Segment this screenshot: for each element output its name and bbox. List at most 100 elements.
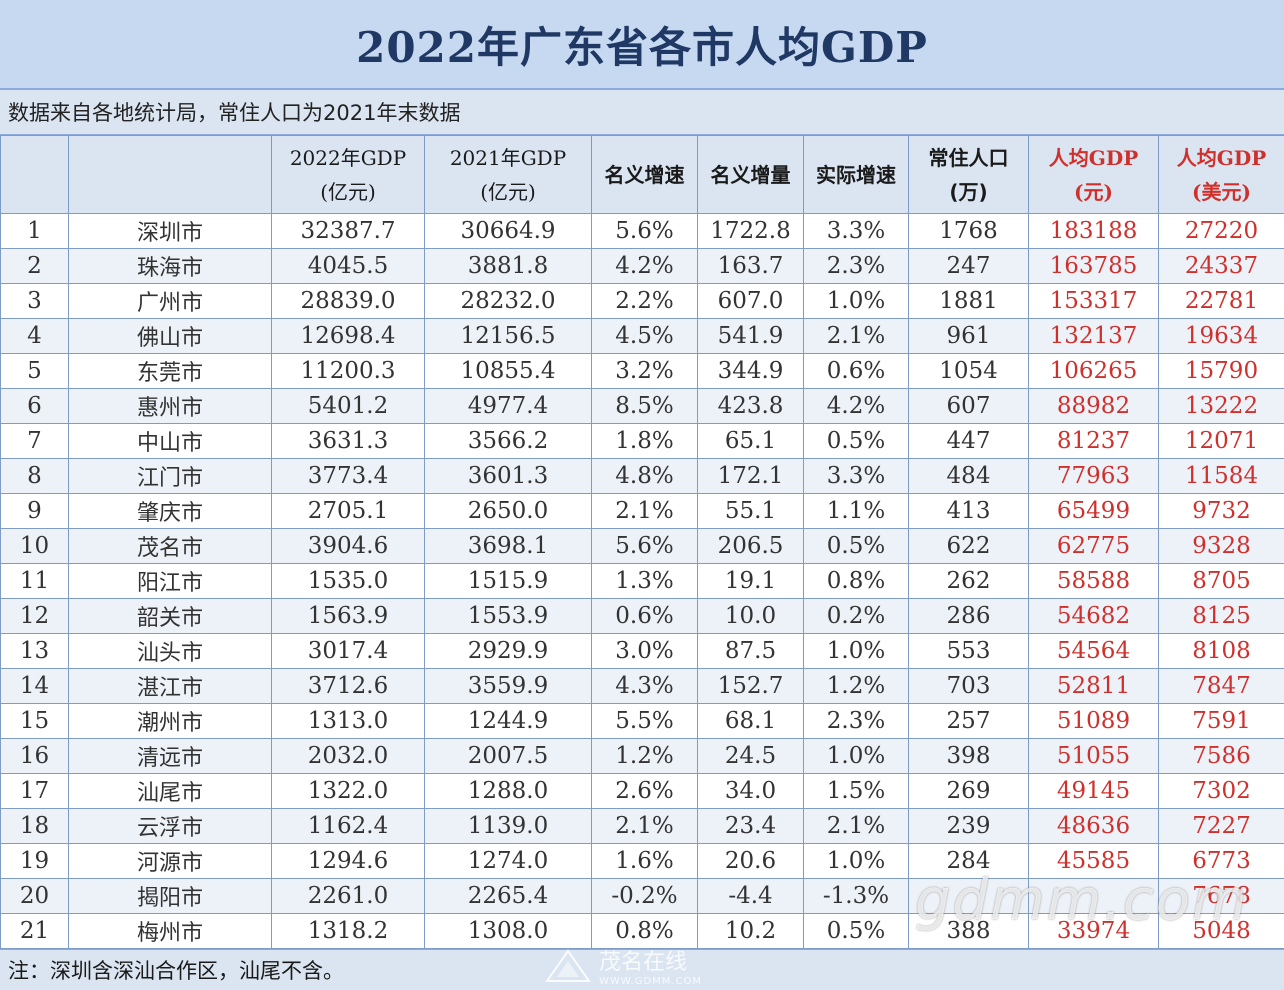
cell-nominal-increase: 607.0 bbox=[698, 284, 804, 319]
cell-rank: 5 bbox=[1, 354, 69, 389]
header-gdp-2021-line2: (亿元) bbox=[425, 175, 591, 209]
header-cny-line2: (元) bbox=[1029, 175, 1158, 209]
cell-city: 潮州市 bbox=[69, 704, 272, 739]
cell-nominal-growth: 4.8% bbox=[592, 459, 698, 494]
cell-city: 肇庆市 bbox=[69, 494, 272, 529]
cell-gdp-2022: 3773.4 bbox=[272, 459, 425, 494]
cell-real-growth: -1.3% bbox=[804, 879, 909, 914]
cell-gdp-2021: 12156.5 bbox=[425, 319, 592, 354]
cell-gdp-per-capita-cny: 51089 bbox=[1029, 704, 1159, 739]
cell-city: 汕尾市 bbox=[69, 774, 272, 809]
cell-gdp-2021: 30664.9 bbox=[425, 214, 592, 249]
cell-real-growth: 4.2% bbox=[804, 389, 909, 424]
cell-gdp-per-capita-cny: 153317 bbox=[1029, 284, 1159, 319]
cell-gdp-2022: 4045.5 bbox=[272, 249, 425, 284]
cell-nominal-growth: 1.6% bbox=[592, 844, 698, 879]
cell-nominal-growth: 5.6% bbox=[592, 529, 698, 564]
cell-population: 622 bbox=[909, 529, 1029, 564]
cell-gdp-2022: 1535.0 bbox=[272, 564, 425, 599]
cell-gdp-2022: 1322.0 bbox=[272, 774, 425, 809]
cell-rank: 21 bbox=[1, 914, 69, 949]
watermark-text: 茂名在线 WWW.GDMM.COM bbox=[599, 944, 702, 987]
cell-population: 262 bbox=[909, 564, 1029, 599]
cell-nominal-increase: 65.1 bbox=[698, 424, 804, 459]
header-gdp-2022: 2022年GDP (亿元) bbox=[272, 136, 425, 214]
cell-rank: 6 bbox=[1, 389, 69, 424]
cell-nominal-growth: 1.8% bbox=[592, 424, 698, 459]
page-title: 2022年广东省各市人均GDP bbox=[356, 14, 928, 75]
cell-nominal-increase: -4.4 bbox=[698, 879, 804, 914]
cell-population: 703 bbox=[909, 669, 1029, 704]
cell-city: 中山市 bbox=[69, 424, 272, 459]
cell-rank: 9 bbox=[1, 494, 69, 529]
cell-gdp-per-capita-usd: 9732 bbox=[1159, 494, 1284, 529]
cell-nominal-growth: 2.1% bbox=[592, 809, 698, 844]
cell-nominal-growth: 8.5% bbox=[592, 389, 698, 424]
cell-gdp-2022: 11200.3 bbox=[272, 354, 425, 389]
cell-city: 清远市 bbox=[69, 739, 272, 774]
cell-real-growth: 2.1% bbox=[804, 809, 909, 844]
cell-real-growth: 3.3% bbox=[804, 459, 909, 494]
cell-gdp-per-capita-usd: 9328 bbox=[1159, 529, 1284, 564]
cell-real-growth: 1.0% bbox=[804, 634, 909, 669]
cell-gdp-per-capita-usd: 8125 bbox=[1159, 599, 1284, 634]
header-usd-line2: (美元) bbox=[1159, 175, 1284, 209]
cell-gdp-per-capita-usd: 11584 bbox=[1159, 459, 1284, 494]
cell-nominal-growth: -0.2% bbox=[592, 879, 698, 914]
cell-real-growth: 1.0% bbox=[804, 739, 909, 774]
cell-gdp-2021: 3566.2 bbox=[425, 424, 592, 459]
header-nominal-increase: 名义增量 bbox=[698, 136, 804, 214]
cell-rank: 15 bbox=[1, 704, 69, 739]
cell-nominal-growth: 2.2% bbox=[592, 284, 698, 319]
cell-gdp-2022: 3017.4 bbox=[272, 634, 425, 669]
cell-gdp-per-capita-usd: 7591 bbox=[1159, 704, 1284, 739]
cell-gdp-per-capita-cny: 183188 bbox=[1029, 214, 1159, 249]
cell-nominal-increase: 163.7 bbox=[698, 249, 804, 284]
cell-gdp-per-capita-cny: 54682 bbox=[1029, 599, 1159, 634]
cell-gdp-per-capita-cny: 48636 bbox=[1029, 809, 1159, 844]
header-gdp-2021-line1: 2021年GDP bbox=[425, 141, 591, 175]
cell-city: 东莞市 bbox=[69, 354, 272, 389]
cell-nominal-increase: 172.1 bbox=[698, 459, 804, 494]
cell-rank: 17 bbox=[1, 774, 69, 809]
cell-rank: 20 bbox=[1, 879, 69, 914]
cell-gdp-2021: 3601.3 bbox=[425, 459, 592, 494]
cell-gdp-2022: 1313.0 bbox=[272, 704, 425, 739]
header-gdp-2022-line2: (亿元) bbox=[272, 175, 424, 209]
cell-population: 257 bbox=[909, 704, 1029, 739]
cell-rank: 12 bbox=[1, 599, 69, 634]
header-population-line1: 常住人口 bbox=[909, 141, 1028, 175]
cell-real-growth: 1.5% bbox=[804, 774, 909, 809]
cell-real-growth: 2.1% bbox=[804, 319, 909, 354]
cell-population: 247 bbox=[909, 249, 1029, 284]
cell-gdp-per-capita-usd: 15790 bbox=[1159, 354, 1284, 389]
cell-rank: 16 bbox=[1, 739, 69, 774]
cell-gdp-2022: 28839.0 bbox=[272, 284, 425, 319]
cell-gdp-2021: 1244.9 bbox=[425, 704, 592, 739]
cell-city: 珠海市 bbox=[69, 249, 272, 284]
cell-city: 梅州市 bbox=[69, 914, 272, 949]
cell-gdp-per-capita-cny: 65499 bbox=[1029, 494, 1159, 529]
cell-real-growth: 1.0% bbox=[804, 844, 909, 879]
cell-nominal-growth: 2.6% bbox=[592, 774, 698, 809]
cell-nominal-increase: 152.7 bbox=[698, 669, 804, 704]
cell-gdp-2021: 10855.4 bbox=[425, 354, 592, 389]
header-usd-line1: 人均GDP bbox=[1159, 141, 1284, 175]
header-gdp-2022-line1: 2022年GDP bbox=[272, 141, 424, 175]
cell-nominal-increase: 1722.8 bbox=[698, 214, 804, 249]
watermark-main: gdmm.com bbox=[915, 868, 1249, 933]
cell-nominal-growth: 1.2% bbox=[592, 739, 698, 774]
cell-real-growth: 0.6% bbox=[804, 354, 909, 389]
cell-city: 河源市 bbox=[69, 844, 272, 879]
cell-gdp-per-capita-cny: 49145 bbox=[1029, 774, 1159, 809]
